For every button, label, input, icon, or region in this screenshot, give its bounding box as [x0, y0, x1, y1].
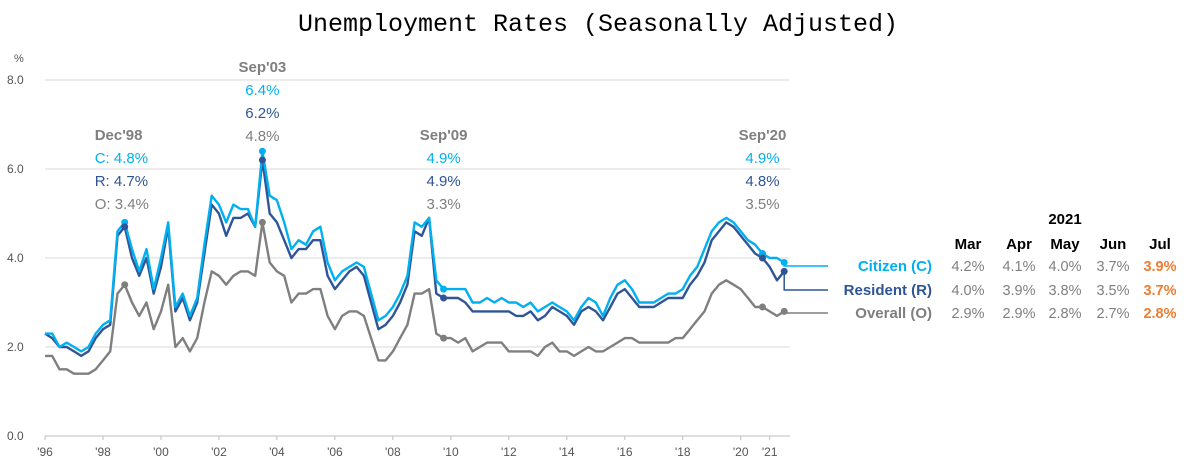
annotation-value-overall: O: 3.4%	[95, 196, 149, 213]
annotation-value-resident: 4.8%	[745, 173, 779, 190]
legend-leader-citizen	[783, 262, 828, 267]
peak-marker-overall	[758, 303, 766, 311]
table-cell-citizen: 4.0%	[1048, 259, 1081, 275]
x-tick-label: '14	[559, 445, 575, 459]
table-month-header: Jun	[1100, 236, 1127, 253]
table-month-header: Mar	[955, 236, 982, 253]
annotation-value-overall: 3.3%	[426, 196, 460, 213]
x-tick-label: '06	[327, 445, 343, 459]
table-cell-resident: 3.5%	[1096, 283, 1129, 299]
peak-marker-resident	[258, 156, 266, 164]
table-cell-citizen: 3.9%	[1143, 259, 1176, 275]
gridlines	[45, 79, 790, 437]
x-tick-label: '21	[762, 445, 778, 459]
table-cell-citizen: 4.2%	[951, 259, 984, 275]
x-tick-label: '04	[269, 445, 285, 459]
x-tick-label: '18	[675, 445, 691, 459]
annotation-value-resident: 6.2%	[245, 105, 279, 122]
annotation-value-citizen: 6.4%	[245, 82, 279, 99]
table-cell-citizen: 4.1%	[1002, 259, 1035, 275]
x-tick-label: '98	[95, 445, 111, 459]
y-tick-label: 4.0	[7, 251, 24, 265]
annotation-date: Dec'98	[95, 127, 143, 144]
y-axis-unit: %	[14, 53, 24, 65]
annotation-value-citizen: C: 4.8%	[95, 150, 148, 167]
annotation-date: Sep'03	[239, 59, 287, 76]
table-month-header: May	[1050, 236, 1080, 253]
x-tick-label: '12	[501, 445, 517, 459]
series-line-citizen	[45, 149, 785, 353]
series-lines	[44, 149, 786, 375]
chart-title: Unemployment Rates (Seasonally Adjusted)	[298, 10, 898, 39]
table-cell-overall: 2.9%	[951, 306, 984, 322]
x-tick-label: '02	[211, 445, 227, 459]
table-cell-resident: 3.7%	[1143, 283, 1176, 299]
table-cell-overall: 2.8%	[1048, 306, 1081, 322]
x-axis-ticks: '96 '98 '00 '02 '04 '06 '08 '10 '12 '14 '16 '18 '20 '…	[37, 436, 778, 459]
y-tick-label: 2.0	[7, 340, 24, 354]
annotation-date: Sep'09	[420, 127, 468, 144]
peak-marker-citizen	[440, 285, 448, 293]
peak-annotations: Dec'98 C: 4.8% R: 4.7% O: 3.4% Sep'03 6.4% 6.2…	[95, 59, 787, 213]
y-tick-label: 0.0	[7, 429, 24, 443]
annotation-value-overall: 3.5%	[745, 196, 779, 213]
table-cell-citizen: 3.7%	[1096, 259, 1129, 275]
table-cell-resident: 4.0%	[951, 283, 984, 299]
legend-label-citizen: Citizen (C)	[858, 258, 932, 275]
annotation-value-citizen: 4.9%	[426, 150, 460, 167]
x-tick-label: '00	[153, 445, 169, 459]
peak-marker-resident	[440, 294, 448, 302]
peak-marker-resident	[758, 254, 766, 262]
table-month-header: Apr	[1006, 236, 1032, 253]
table-cell-overall: 2.8%	[1143, 306, 1176, 322]
table-cell-overall: 2.9%	[1002, 306, 1035, 322]
legend-leader-overall	[783, 311, 828, 314]
annotation-value-overall: 4.8%	[245, 128, 279, 145]
x-tick-label: '08	[385, 445, 401, 459]
y-axis-ticks: 0.0 2.0 4.0 6.0 8.0	[7, 73, 24, 443]
legend-label-overall: Overall (O)	[855, 305, 932, 322]
peak-marker-resident	[121, 223, 129, 231]
series-line-overall	[45, 221, 785, 375]
peak-marker-citizen	[258, 147, 266, 155]
table-cell-overall: 2.7%	[1096, 306, 1129, 322]
legend-leader-resident	[783, 271, 828, 291]
peak-marker-overall	[258, 218, 266, 226]
recent-months-table: 2021 Mar Apr May Jun Jul 4.2% 4.1% 4.0% 3.7% 3.9% 4…	[951, 211, 1176, 322]
annotation-value-resident: 4.9%	[426, 173, 460, 190]
peak-marker-overall	[440, 334, 448, 342]
table-cell-resident: 3.9%	[1002, 283, 1035, 299]
peak-marker-overall	[121, 281, 129, 289]
legend-label-resident: Resident (R)	[844, 282, 932, 299]
y-tick-label: 8.0	[7, 73, 24, 87]
annotation-value-resident: R: 4.7%	[95, 173, 148, 190]
table-year: 2021	[1048, 211, 1081, 228]
annotation-value-citizen: 4.9%	[745, 150, 779, 167]
legend: Citizen (C) Resident (R) Overall (O)	[783, 258, 932, 322]
x-tick-label: '10	[443, 445, 459, 459]
table-month-header: Jul	[1149, 236, 1171, 253]
y-tick-label: 6.0	[7, 162, 24, 176]
x-tick-label: '20	[733, 445, 749, 459]
annotation-date: Sep'20	[739, 127, 787, 144]
table-cell-resident: 3.8%	[1048, 283, 1081, 299]
x-tick-label: '96	[37, 445, 53, 459]
x-tick-label: '16	[617, 445, 633, 459]
